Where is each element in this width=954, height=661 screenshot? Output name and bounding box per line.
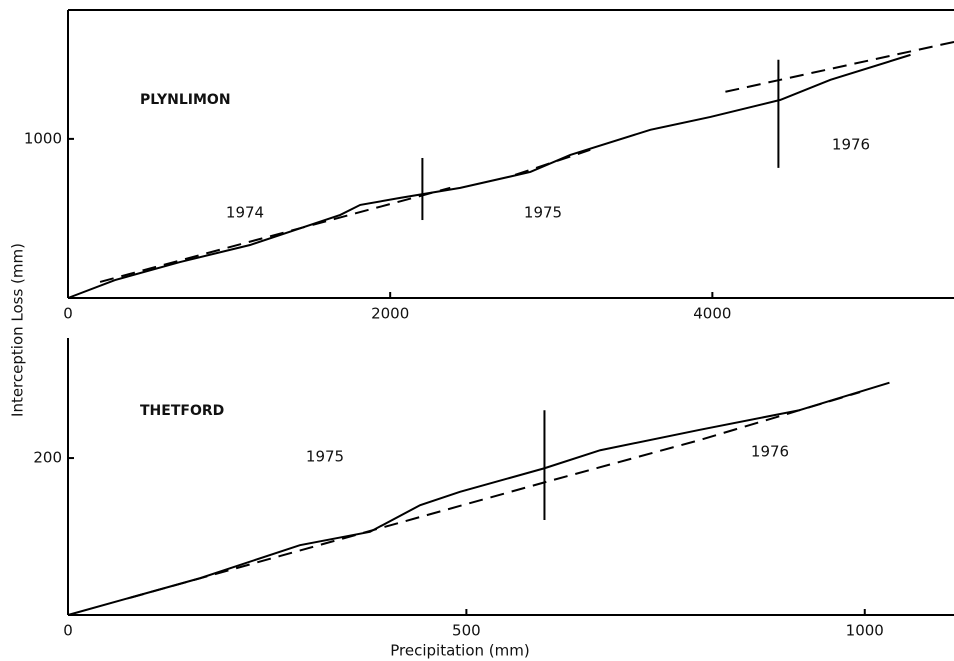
x-tick-label: 2000 <box>371 305 409 323</box>
site-label: THETFORD <box>140 403 224 419</box>
period-label: 1975 <box>524 204 562 222</box>
series-line <box>99 40 954 283</box>
series-line <box>129 391 861 599</box>
y-tick-label: 200 <box>33 449 62 467</box>
y-axis-label: Interception Loss (mm) <box>9 243 27 417</box>
x-tick-label: 4000 <box>693 305 731 323</box>
period-label: 1974 <box>226 204 264 222</box>
series-line <box>67 53 911 299</box>
x-tick-label: 1000 <box>846 622 884 640</box>
series-line <box>67 381 890 616</box>
period-label: 1976 <box>832 136 870 154</box>
period-label: 1975 <box>306 448 344 466</box>
site-label: PLYNLIMON <box>140 92 231 108</box>
period-label: 1976 <box>751 443 789 461</box>
x-tick-label: 500 <box>452 622 481 640</box>
x-axis-label: Precipitation (mm) <box>390 642 529 660</box>
y-tick-label: 1000 <box>24 129 62 147</box>
x-tick-label: 0 <box>63 622 73 640</box>
x-tick-label: 0 <box>63 305 73 323</box>
